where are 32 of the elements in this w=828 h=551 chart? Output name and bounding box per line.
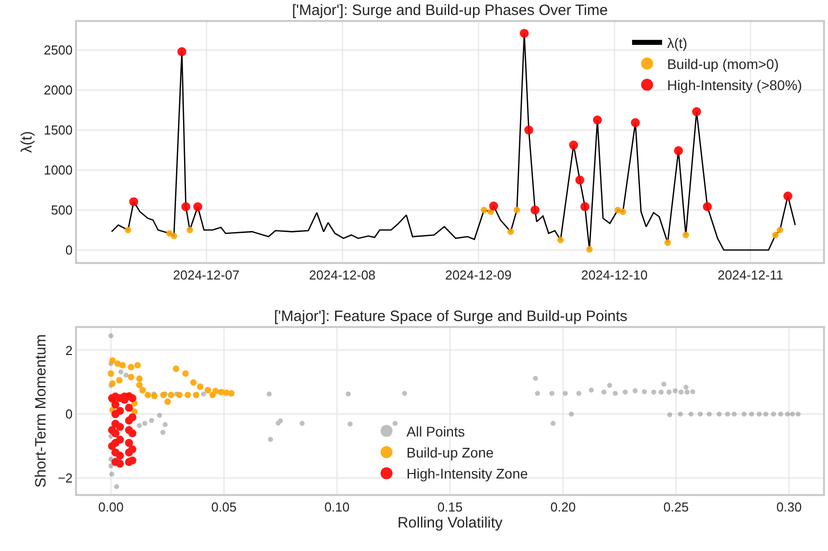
x-tick-label: 2024-12-08 — [309, 267, 376, 282]
x-tick-label: 0.05 — [211, 499, 237, 514]
x-tick-label: 0.00 — [98, 499, 124, 514]
x-tick-label: 0.10 — [324, 499, 350, 514]
y-tick-label: 1500 — [44, 122, 73, 138]
chart-title: ['Major']: Feature Space of Surge and Build-up Points — [274, 308, 628, 325]
legend-label: Build-up (mom>0) — [667, 56, 779, 72]
x-tick-label: 0.25 — [663, 499, 689, 514]
x-tick-label: 0.20 — [550, 499, 576, 514]
legend-label: High-Intensity (>80%) — [667, 77, 802, 94]
y-axis-title: λ(t) — [18, 131, 36, 153]
y-tick-label: −2 — [58, 470, 73, 486]
x-tick-label: 2024-12-09 — [445, 267, 512, 282]
legend-label: λ(t) — [667, 34, 688, 51]
x-axis-title: Rolling Volatility — [397, 514, 504, 532]
y-tick-label: 2000 — [44, 82, 73, 98]
y-tick-label: 500 — [50, 202, 73, 218]
x-tick-label: 2024-12-07 — [173, 267, 240, 282]
legend-label: High-Intensity Zone — [406, 466, 528, 482]
y-axis-title: Short-Term Momentum — [32, 334, 50, 488]
y-tick-label: 1000 — [44, 162, 73, 178]
y-tick-label: 0 — [65, 242, 73, 258]
chart-title: ['Major']: Surge and Build-up Phases Over Time — [292, 2, 608, 19]
legend-label: All Points — [406, 423, 465, 440]
y-tick-label: 0 — [65, 406, 73, 422]
x-tick-label: 2024-12-10 — [581, 267, 648, 282]
y-tick-label: 2500 — [44, 42, 73, 58]
x-tick-label: 0.30 — [776, 499, 802, 514]
y-tick-label: 2 — [65, 342, 73, 358]
x-tick-label: 0.15 — [437, 499, 463, 514]
legend-label: Build-up Zone — [406, 444, 494, 461]
x-tick-label: 2024-12-11 — [718, 267, 784, 282]
